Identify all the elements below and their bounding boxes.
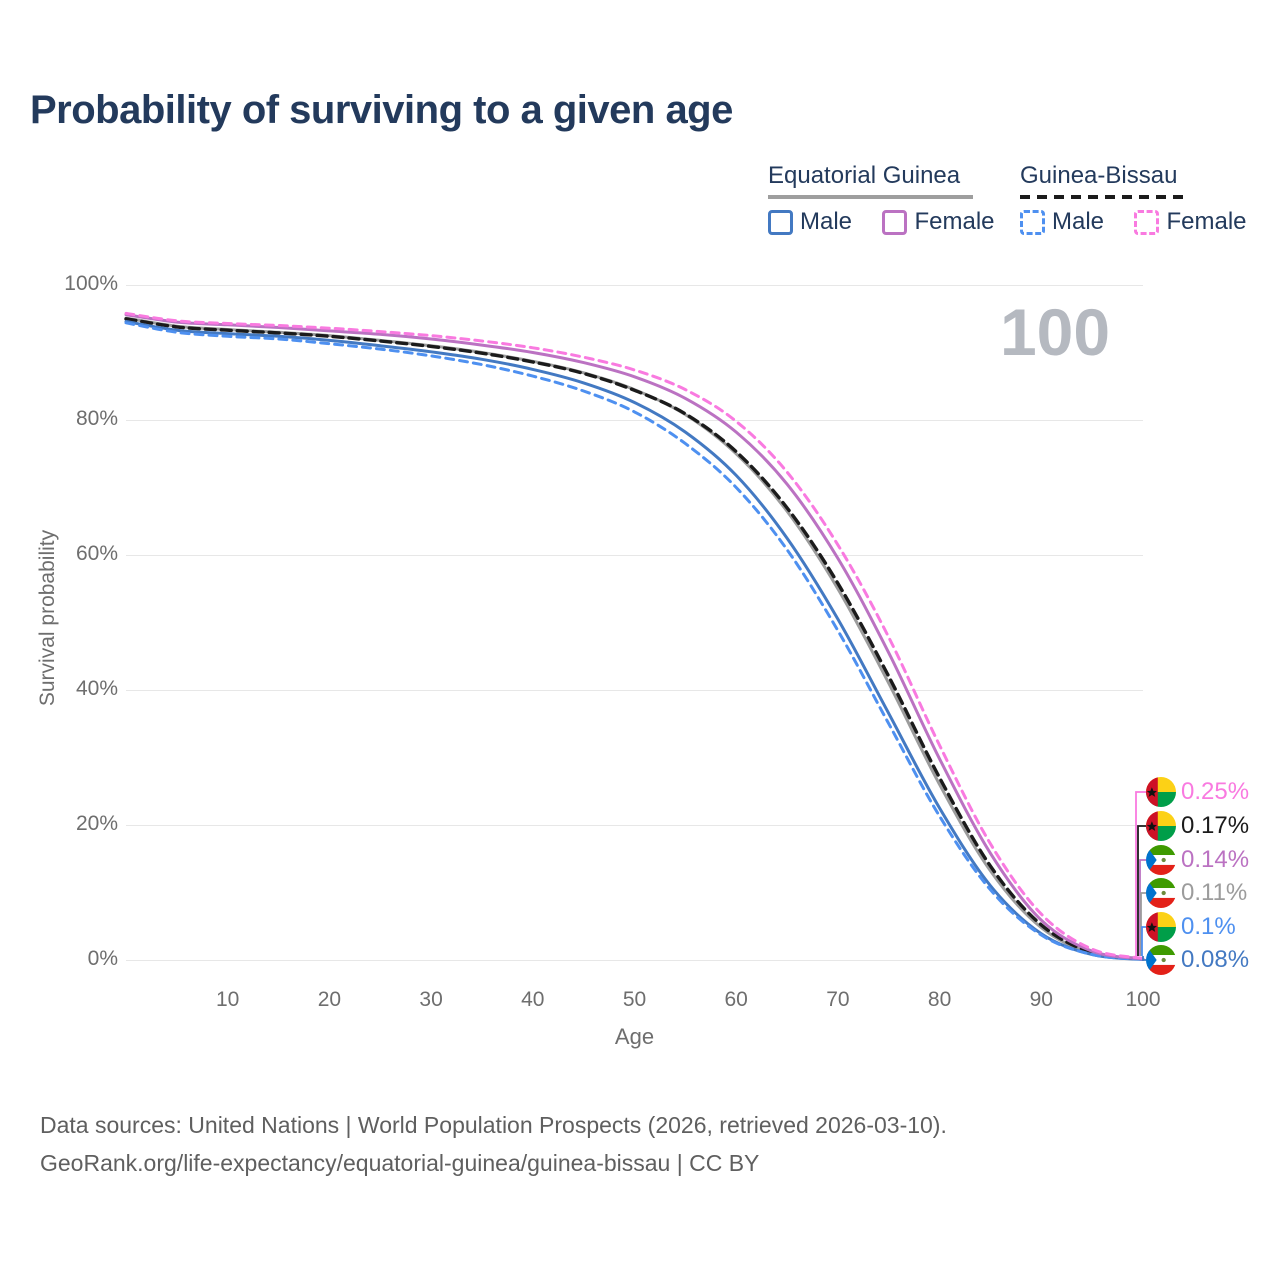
chart-title: Probability of surviving to a given age bbox=[30, 88, 733, 132]
x-tick-label: 30 bbox=[419, 988, 443, 1011]
series-endpoint-label: 0.25% bbox=[1146, 777, 1249, 807]
x-tick-label: 40 bbox=[521, 988, 545, 1011]
series-endpoint-label: 0.08% bbox=[1146, 945, 1249, 975]
legend-item-label: Female bbox=[1166, 208, 1247, 235]
endpoint-connector bbox=[1140, 892, 1148, 956]
guinea-bissau-flag-icon bbox=[1146, 777, 1176, 807]
legend-swatch-gb-male bbox=[1020, 209, 1045, 235]
series-endpoint-label: 0.17% bbox=[1146, 811, 1249, 841]
y-tick-label: 100% bbox=[64, 272, 118, 295]
endpoint-value: 0.17% bbox=[1181, 812, 1250, 839]
x-axis-title: Age bbox=[614, 1024, 655, 1049]
series-line-guinea-bissau-total[interactable] bbox=[124, 317, 1145, 961]
legend-item-label: Male bbox=[800, 208, 853, 235]
x-tick-label: 70 bbox=[826, 988, 850, 1011]
x-tick-label: 50 bbox=[622, 988, 647, 1011]
legend-group-guinea-bissau: Guinea-Bissau Male Female bbox=[1020, 162, 1247, 240]
series-line-guinea-bissau-male[interactable] bbox=[124, 321, 1145, 961]
source-line: Data sources: United Nations | World Pop… bbox=[40, 1112, 947, 1138]
series-endpoint-label: 0.14% bbox=[1146, 845, 1249, 875]
legend-item-gb-female[interactable]: Female bbox=[1134, 208, 1247, 236]
legend-group-equatorial-guinea: Equatorial Guinea Male Female bbox=[768, 162, 995, 240]
y-tick-label: 80% bbox=[75, 407, 118, 430]
legend-swatch-gb-female bbox=[1134, 209, 1160, 235]
series-line-equatorial-guinea-female[interactable] bbox=[124, 313, 1145, 961]
series-endpoint-label: 0.1% bbox=[1146, 912, 1236, 942]
x-tick-label: 90 bbox=[1029, 988, 1053, 1011]
equatorial-guinea-flag-icon bbox=[1146, 845, 1176, 875]
endpoint-value: 0.14% bbox=[1181, 846, 1250, 873]
endpoint-connector bbox=[1135, 791, 1148, 956]
legend-item-gb-male[interactable]: Male bbox=[1020, 208, 1104, 236]
attribution-line: GeoRank.org/life-expectancy/equatorial-g… bbox=[40, 1150, 760, 1176]
legend-country-guinea-bissau[interactable]: Guinea-Bissau bbox=[1020, 162, 1178, 189]
guinea-bissau-flag-icon bbox=[1146, 811, 1176, 841]
endpoint-value: 0.11% bbox=[1181, 879, 1248, 906]
endpoint-value: 0.08% bbox=[1181, 946, 1250, 973]
legend-item-eg-male[interactable]: Male bbox=[768, 208, 852, 236]
legend-underline-dashed bbox=[1020, 195, 1190, 199]
gridline bbox=[126, 825, 1143, 826]
y-tick-label: 20% bbox=[75, 812, 118, 835]
gridline bbox=[126, 960, 1143, 961]
series-line-equatorial-guinea-male[interactable] bbox=[124, 320, 1145, 961]
x-tick-label: 20 bbox=[317, 988, 342, 1011]
y-tick-label: 60% bbox=[75, 542, 118, 565]
legend-swatch-eg-male bbox=[768, 209, 793, 235]
guinea-bissau-flag-icon bbox=[1146, 912, 1176, 942]
equatorial-guinea-flag-icon bbox=[1146, 878, 1176, 908]
x-tick-label: 80 bbox=[927, 988, 952, 1011]
gridline bbox=[126, 285, 1143, 286]
legend-item-label: Male bbox=[1052, 208, 1105, 235]
gridline bbox=[126, 420, 1143, 421]
endpoint-connector bbox=[1137, 825, 1148, 956]
legend-underline-solid bbox=[768, 195, 973, 199]
series-endpoint-label: 0.11% bbox=[1146, 878, 1247, 908]
legend-swatch-eg-female bbox=[882, 209, 908, 235]
endpoint-value: 0.25% bbox=[1181, 778, 1250, 805]
gridline bbox=[126, 690, 1143, 691]
gridline bbox=[126, 555, 1143, 556]
hover-age-indicator: 100 bbox=[999, 295, 1111, 369]
endpoint-value: 0.1% bbox=[1181, 913, 1236, 940]
x-tick-label: 60 bbox=[724, 988, 748, 1011]
equatorial-guinea-flag-icon bbox=[1146, 945, 1176, 975]
legend-item-label: Female bbox=[914, 208, 995, 235]
series-line-guinea-bissau-female[interactable] bbox=[124, 311, 1145, 960]
data-source-note: Data sources: United Nations | World Pop… bbox=[40, 1106, 947, 1182]
y-tick-label: 40% bbox=[75, 677, 118, 700]
x-tick-label: 10 bbox=[216, 988, 240, 1011]
legend-item-eg-female[interactable]: Female bbox=[882, 208, 995, 236]
y-tick-label: 0% bbox=[87, 947, 118, 970]
endpoint-connector bbox=[1139, 859, 1148, 956]
x-tick-label: 100 bbox=[1125, 988, 1161, 1011]
legend-country-equatorial-guinea[interactable]: Equatorial Guinea bbox=[768, 162, 961, 189]
